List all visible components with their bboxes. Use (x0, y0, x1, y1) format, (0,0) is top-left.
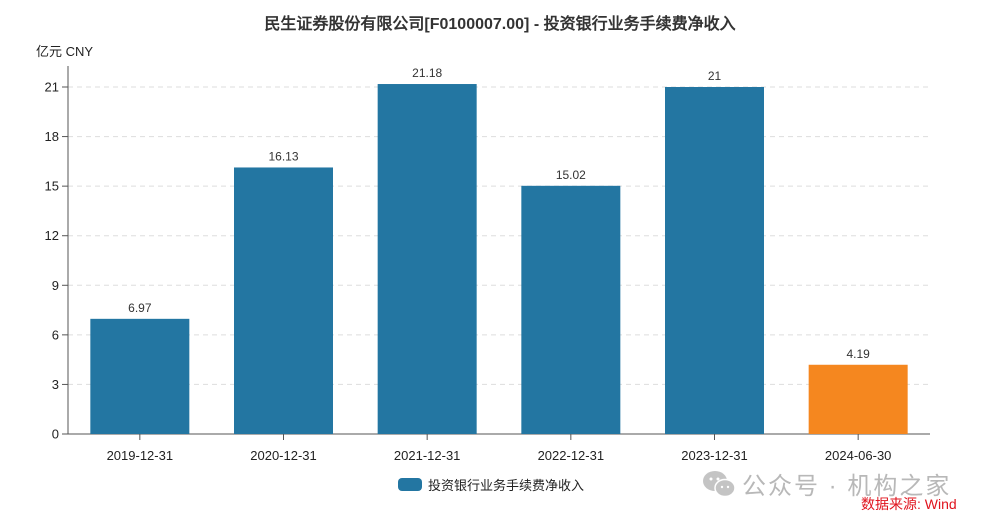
bar-value-label: 21.18 (412, 66, 442, 80)
bar-value-label: 15.02 (556, 168, 586, 182)
y-tick-label: 9 (52, 278, 59, 293)
legend-label: 投资银行业务手续费净收入 (428, 478, 585, 493)
x-tick-label: 2023-12-31 (681, 448, 748, 463)
legend[interactable]: 投资银行业务手续费净收入 (398, 475, 584, 494)
bar-2024-06-30[interactable] (808, 364, 908, 434)
x-tick-label: 2024-06-30 (825, 448, 892, 463)
bar-value-label: 6.97 (128, 301, 152, 315)
watermark: 公众号 · 机构之家 (702, 466, 951, 501)
y-tick-label: 6 (52, 327, 59, 342)
bar-2021-12-31[interactable] (377, 84, 477, 435)
bar-2023-12-31[interactable] (665, 87, 764, 434)
watermark-text: 公众号 · 机构之家 (742, 473, 952, 500)
x-tick-label: 2022-12-31 (538, 448, 605, 463)
y-tick-label: 0 (52, 427, 59, 442)
y-tick-label: 21 (45, 80, 59, 95)
y-tick-label: 15 (45, 179, 59, 194)
bar-value-label: 4.19 (846, 347, 870, 361)
y-tick-label: 18 (45, 129, 59, 144)
x-tick-label: 2020-12-31 (250, 448, 317, 463)
wechat-icon (703, 470, 736, 497)
data-source: 数据来源: Wind (861, 496, 957, 512)
x-tick-label: 2021-12-31 (394, 448, 461, 463)
y-axis-unit-label: 亿元 CNY (36, 44, 94, 59)
bar-2022-12-31[interactable] (521, 185, 621, 434)
bar-2019-12-31[interactable] (90, 318, 190, 434)
y-tick-label: 3 (52, 377, 59, 392)
chart-title: 民生证券股份有限公司[F0100007.00] - 投资银行业务手续费净收入 (264, 16, 736, 33)
y-tick-label: 12 (45, 228, 59, 243)
legend-swatch (398, 478, 422, 491)
bar-2020-12-31[interactable] (234, 167, 333, 434)
bar-value-label: 16.13 (268, 149, 298, 163)
bar-value-label: 21 (708, 69, 722, 83)
x-tick-label: 2019-12-31 (107, 448, 174, 463)
